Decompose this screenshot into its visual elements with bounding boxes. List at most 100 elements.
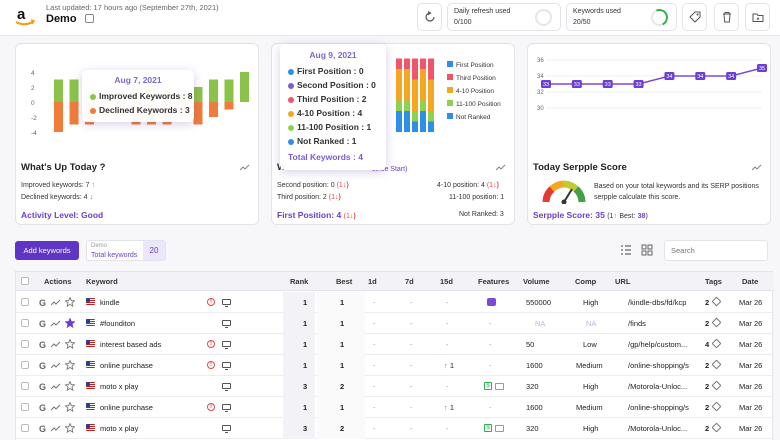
google-icon[interactable]: G (39, 340, 47, 349)
row-checkbox[interactable] (21, 361, 29, 369)
keyword-cell[interactable]: #founditon (100, 319, 136, 328)
row-checkbox[interactable] (21, 319, 29, 327)
select-all-checkbox[interactable] (21, 277, 29, 285)
tag-icon[interactable] (711, 317, 722, 328)
keyword-cell[interactable]: online purchase (100, 361, 153, 370)
desktop-icon (222, 383, 231, 391)
table-row[interactable]: G online purchase ! 1 1 - - ↑ 1 - 1600 M… (16, 355, 774, 376)
star-icon[interactable] (65, 381, 75, 391)
google-icon[interactable]: G (39, 403, 47, 412)
table-row[interactable]: G moto x play 3 2 - - - $ 320 High /Moto… (16, 418, 774, 439)
keyword-cell[interactable]: moto x play (100, 382, 139, 391)
star-icon[interactable] (65, 423, 75, 433)
warning-icon[interactable]: ! (207, 298, 215, 306)
col-15d[interactable]: 15d (440, 277, 453, 286)
tag-icon[interactable] (711, 359, 722, 370)
us-flag-icon (86, 403, 95, 410)
tag-icon[interactable] (711, 338, 722, 349)
trend-chart-icon[interactable] (51, 320, 61, 327)
col-keyword[interactable]: Keyword (86, 277, 118, 286)
delete-button[interactable] (714, 3, 739, 31)
url-cell[interactable]: /finds (628, 319, 646, 328)
row-checkbox[interactable] (21, 424, 29, 432)
url-cell[interactable]: /Motorola-Unloc... (628, 424, 688, 433)
col-tags[interactable]: Tags (705, 277, 722, 286)
google-icon[interactable]: G (39, 298, 47, 307)
list-view-icon[interactable] (620, 244, 632, 256)
trend-chart-icon[interactable] (51, 299, 61, 306)
url-cell[interactable]: /Motorola-Unloc... (628, 382, 688, 391)
tag-icon[interactable] (711, 380, 722, 391)
comp-cell: Medium (576, 361, 603, 370)
add-keywords-button[interactable]: Add keywords (15, 241, 79, 260)
trend-chart-icon[interactable] (752, 164, 762, 171)
rank-cell: 1 (303, 340, 308, 349)
col-url[interactable]: URL (615, 277, 631, 286)
star-icon[interactable] (65, 339, 75, 349)
tags-cell: 2 (705, 382, 710, 391)
trend-chart-icon[interactable] (496, 164, 506, 171)
google-icon[interactable]: G (39, 319, 47, 328)
date-cell: Mar 26 (739, 382, 763, 391)
tag-icon[interactable] (711, 401, 722, 412)
col-features[interactable]: Features (478, 277, 510, 286)
trend-chart-icon[interactable] (240, 164, 250, 171)
keyword-cell[interactable]: interest based ads (100, 340, 162, 349)
trend-chart-icon[interactable] (51, 341, 61, 348)
col-date[interactable]: Date (742, 277, 759, 286)
col-actions[interactable]: Actions (44, 277, 72, 286)
google-icon[interactable]: G (39, 424, 47, 433)
trend-chart-icon[interactable] (51, 362, 61, 369)
col-7d[interactable]: 7d (405, 277, 414, 286)
warning-icon[interactable]: ! (207, 403, 215, 411)
row-checkbox[interactable] (21, 340, 29, 348)
url-cell[interactable]: /kindle-dbs/fd/kcp (628, 298, 687, 307)
table-row[interactable]: G interest based ads ! 1 1 - - - - 50 Lo… (16, 334, 774, 355)
star-icon[interactable] (65, 297, 75, 307)
table-row[interactable]: G moto x play 3 2 - - - $ 320 High /Moto… (16, 376, 774, 397)
google-icon[interactable]: G (39, 382, 47, 391)
col-1d[interactable]: 1d (368, 277, 377, 286)
row-checkbox[interactable] (21, 403, 29, 411)
volume-cell: 550000 (526, 298, 552, 307)
refresh-button[interactable] (417, 3, 442, 31)
tag-icon[interactable] (711, 296, 722, 307)
row-checkbox[interactable] (21, 382, 29, 390)
tag-button[interactable] (682, 3, 707, 31)
grid-view-icon[interactable] (641, 244, 653, 256)
tags-cell: 4 (705, 340, 710, 349)
search-box[interactable] (664, 240, 768, 261)
score-data-label: 35 (759, 66, 765, 72)
d15-cell: - (446, 298, 449, 307)
url-cell[interactable]: /online-shopping/s (628, 361, 689, 370)
keyword-cell[interactable]: kindle (100, 298, 120, 307)
legend-label: Not Ranked (456, 114, 491, 121)
url-cell[interactable]: /gp/help/custom... (628, 340, 688, 349)
search-input[interactable] (665, 241, 767, 260)
trend-chart-icon[interactable] (51, 404, 61, 411)
tag-icon[interactable] (711, 422, 722, 433)
star-icon[interactable] (65, 402, 75, 412)
col-rank[interactable]: Rank (290, 277, 309, 286)
trend-chart-icon[interactable] (51, 425, 61, 432)
keyword-cell[interactable]: moto x play (100, 424, 139, 433)
table-row[interactable]: G kindle ! 1 1 - - - 550000 High /kindle… (16, 292, 774, 313)
google-icon[interactable]: G (39, 361, 47, 370)
rank-cell: 3 (303, 382, 308, 391)
table-row[interactable]: G #founditon 1 1 - - - - NA NA /finds 2 … (16, 313, 774, 334)
warning-icon[interactable]: ! (207, 361, 215, 369)
col-best[interactable]: Best (336, 277, 353, 286)
table-row[interactable]: G online purchase ! 1 1 - - ↑ 1 - 1600 M… (16, 397, 774, 418)
edit-project-icon[interactable] (85, 14, 94, 23)
best-cell: 1 (340, 298, 345, 307)
trend-chart-icon[interactable] (51, 383, 61, 390)
star-icon[interactable] (65, 360, 75, 370)
col-volume[interactable]: Volume (523, 277, 550, 286)
warning-icon[interactable]: ! (207, 340, 215, 348)
col-comp[interactable]: Comp (575, 277, 597, 286)
folder-button[interactable] (745, 3, 770, 31)
keyword-cell[interactable]: online purchase (100, 403, 153, 412)
star-icon[interactable] (65, 318, 75, 328)
url-cell[interactable]: /online-shopping/s (628, 403, 689, 412)
row-checkbox[interactable] (21, 298, 29, 306)
